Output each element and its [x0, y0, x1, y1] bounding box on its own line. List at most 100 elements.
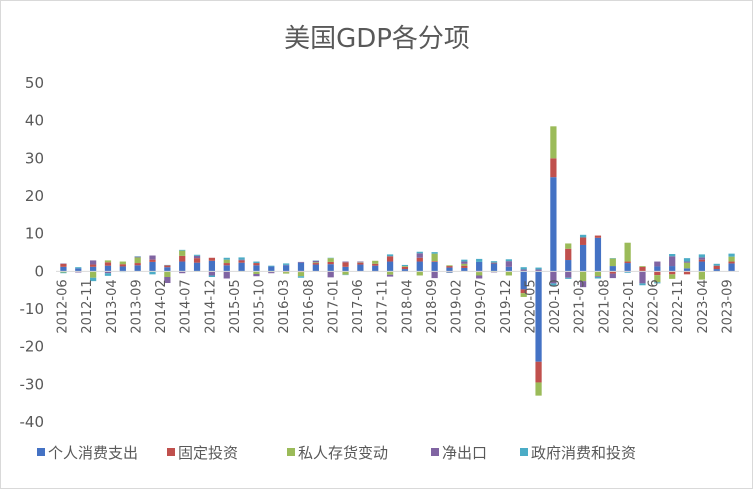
bar-segment: [297, 261, 305, 263]
x-tick-label: 2016-08: [302, 279, 317, 333]
y-tick-label: -30: [20, 375, 45, 393]
bar-segment: [60, 263, 67, 267]
bar-segment: [535, 267, 542, 270]
bar-segment: [223, 265, 230, 272]
bar-segment: [134, 265, 141, 272]
bar-segment: [238, 260, 245, 263]
bar-segment: [476, 258, 483, 262]
bar-segment: [713, 265, 720, 270]
x-tick-label: 2018-09: [425, 279, 440, 333]
x-tick-label: 2014-12: [203, 279, 218, 333]
y-tick-label: 20: [25, 187, 44, 205]
bar-segment: [372, 265, 379, 272]
bar-segment: [579, 271, 587, 282]
x-tick-label: 2014-02: [154, 279, 169, 333]
bar-segment: [594, 235, 602, 238]
bar-segment: [520, 289, 527, 294]
bar-segment: [60, 271, 67, 273]
bar-segment: [639, 271, 646, 284]
bar-segment: [60, 266, 67, 272]
bar-segment: [461, 263, 468, 266]
bar-segment: [446, 265, 453, 267]
bar-segment: [134, 256, 141, 258]
bar-segment: [505, 259, 512, 262]
bar-segment: [283, 272, 290, 274]
x-tick-label: 2018-04: [400, 279, 415, 333]
x-tick-label: 2012-11: [80, 279, 95, 333]
bar-segment: [609, 273, 616, 279]
bar-segment: [104, 271, 112, 274]
x-tick-label: 2019-07: [474, 279, 489, 333]
x-axis-tick-labels: 2012-06 2012-11 2013-04 2013-09 2014-02 2014-…: [56, 279, 736, 333]
x-tick-label: 2013-04: [105, 279, 120, 333]
bar-segment: [565, 243, 572, 249]
bar-segment: [490, 262, 498, 264]
y-tick-label: -10: [20, 300, 45, 318]
bar-segment: [535, 361, 542, 383]
bar-segment: [268, 266, 275, 272]
bar-segment: [683, 268, 691, 272]
bar-segment: [208, 257, 216, 261]
legend-label: 净出口: [442, 444, 487, 462]
bar-segment: [624, 261, 631, 264]
x-tick-label: 2021-03: [573, 279, 588, 333]
bar-segment: [119, 266, 126, 272]
bar-segment: [535, 269, 542, 272]
bar-segment: [728, 261, 735, 264]
bar-segment: [669, 271, 676, 275]
x-tick-label: 2016-03: [277, 279, 292, 333]
bar-segment: [297, 276, 305, 278]
bar-segment: [253, 273, 260, 277]
bar-segment: [312, 264, 319, 272]
bar-segment: [669, 266, 676, 272]
bar-segment: [179, 250, 186, 256]
bar-segment: [75, 267, 82, 269]
bar-segment: [372, 260, 379, 264]
bar-segment: [476, 275, 483, 279]
bar-segment: [535, 271, 542, 362]
bar-segment: [669, 274, 676, 279]
bar-segment: [164, 271, 171, 277]
bar-segment: [639, 283, 646, 286]
bar-segment: [669, 254, 676, 257]
bar-segment: [238, 259, 245, 261]
bar-segment: [149, 271, 156, 275]
bar-segment: [579, 244, 587, 272]
bars-group: [60, 126, 735, 396]
bar-segment: [728, 263, 735, 272]
legend-swatch: [37, 448, 45, 456]
x-tick-label: 2015-05: [228, 279, 243, 333]
bar-segment: [327, 258, 334, 262]
x-tick-label: 2014-07: [179, 279, 194, 333]
bar-segment: [90, 266, 97, 272]
bar-segment: [669, 256, 676, 267]
bar-segment: [624, 272, 631, 273]
bar-segment: [520, 267, 527, 270]
bar-segment: [416, 261, 423, 272]
y-tick-label: 40: [25, 112, 44, 130]
bar-segment: [253, 261, 260, 264]
bar-segment: [639, 266, 646, 272]
bar-segment: [683, 271, 691, 275]
legend-label: 个人消费支出: [48, 444, 138, 462]
x-tick-label: 2023-04: [696, 279, 711, 333]
bar-segment: [297, 272, 305, 277]
bar-segment: [193, 254, 201, 256]
bar-segment: [728, 253, 735, 257]
bar-segment: [639, 266, 646, 267]
bar-segment: [268, 265, 275, 267]
bar-segment: [431, 261, 438, 262]
bar-segment: [431, 261, 438, 272]
bar-segment: [594, 237, 602, 272]
x-tick-label: 2023-09: [721, 279, 736, 333]
bar-segment: [223, 263, 230, 266]
legend-swatch: [167, 448, 175, 456]
bar-segment: [119, 261, 126, 265]
bar-segment: [312, 260, 319, 263]
bar-segment: [372, 263, 379, 266]
bar-segment: [134, 257, 141, 264]
bar-segment: [654, 282, 661, 284]
bar-segment: [565, 271, 572, 278]
